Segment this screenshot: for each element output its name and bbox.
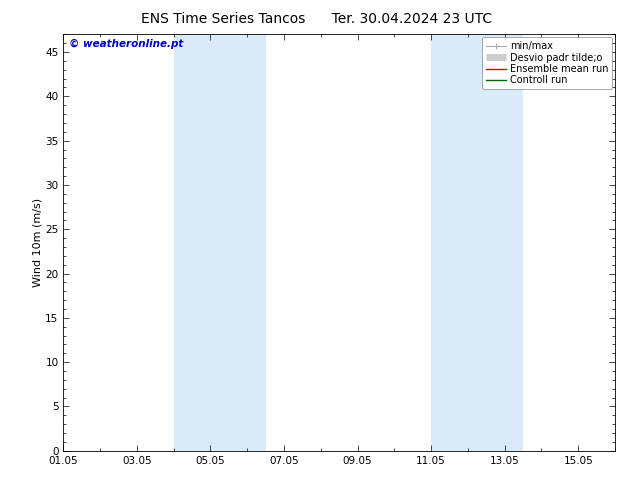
Text: ENS Time Series Tancos      Ter. 30.04.2024 23 UTC: ENS Time Series Tancos Ter. 30.04.2024 2… xyxy=(141,12,493,26)
Bar xyxy=(431,34,523,451)
Text: © weatheronline.pt: © weatheronline.pt xyxy=(69,38,183,49)
Bar xyxy=(174,34,266,451)
Y-axis label: Wind 10m (m/s): Wind 10m (m/s) xyxy=(32,198,42,287)
Legend: min/max, Desvio padr tilde;o, Ensemble mean run, Controll run: min/max, Desvio padr tilde;o, Ensemble m… xyxy=(482,37,612,89)
